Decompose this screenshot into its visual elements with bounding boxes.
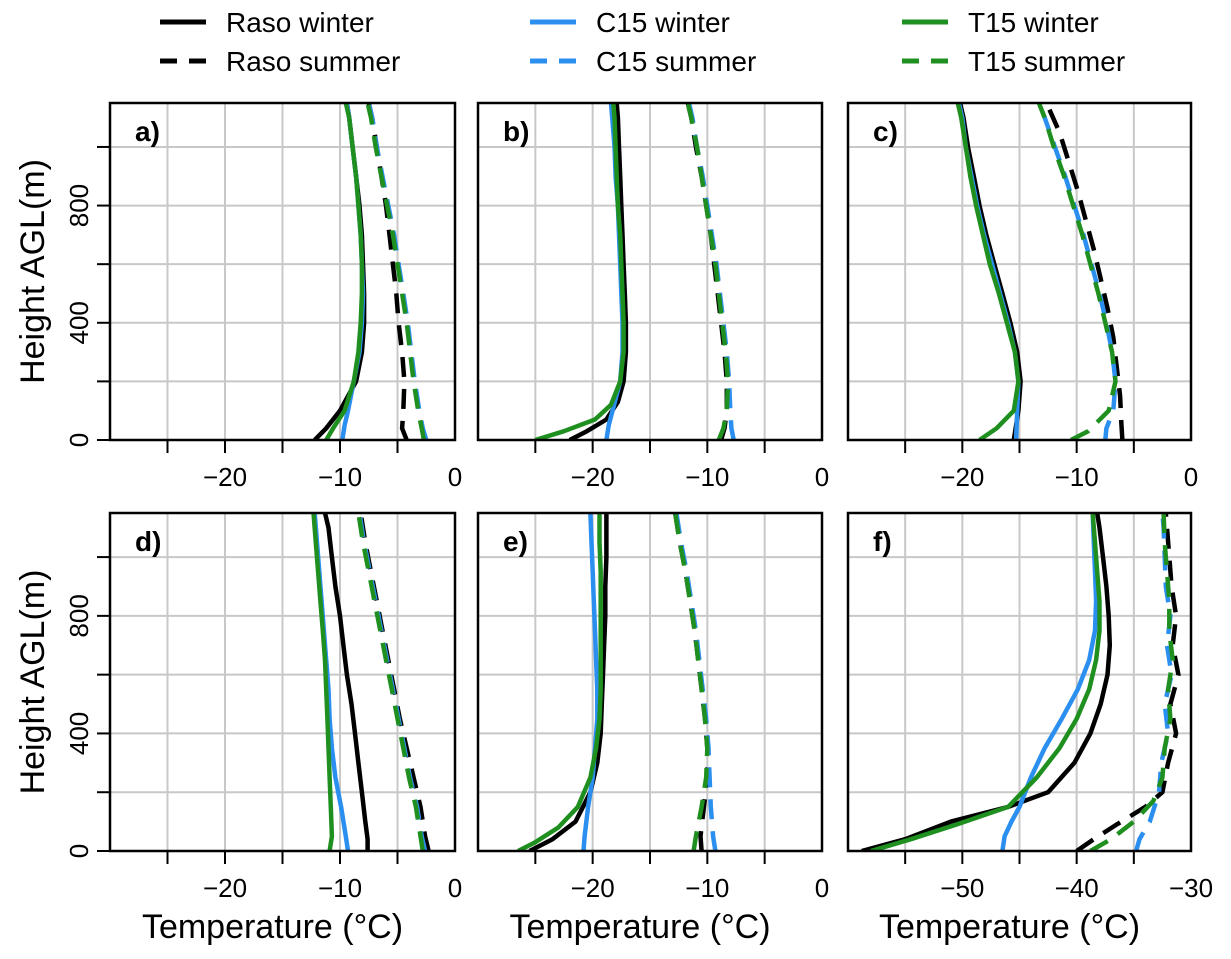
legend: Raso winter Raso summer C15 winter C15 summ… bbox=[160, 7, 1125, 77]
grid bbox=[478, 103, 822, 440]
series-t15-winter bbox=[517, 513, 603, 851]
x-axis: −20 −10 0 bbox=[534, 851, 829, 903]
legend-entry-raso-solid: Raso winter bbox=[160, 7, 374, 38]
series-lines bbox=[534, 103, 736, 440]
y-axis-title: Height AGL(m) bbox=[14, 159, 52, 384]
series-c15-winter bbox=[581, 513, 600, 851]
panel-label: d) bbox=[135, 526, 161, 557]
panel-e: −20 −10 0 e) bbox=[476, 511, 829, 903]
y-axis-titles: Height AGL(m) Height AGL(m) bbox=[14, 159, 52, 794]
y-axis: 0 400 800 bbox=[64, 556, 110, 858]
x-tick-label: 0 bbox=[815, 462, 829, 492]
legend-entry-c15-solid: C15 winter bbox=[530, 7, 730, 38]
series-t15-winter bbox=[324, 103, 365, 440]
x-tick-label: 0 bbox=[815, 873, 829, 903]
x-tick-label: −30 bbox=[1169, 873, 1213, 903]
legend-entry-t15-dashed: T15 summer bbox=[902, 46, 1125, 77]
x-axis-title: Temperature (°C) bbox=[879, 908, 1140, 946]
y-tick-label: 0 bbox=[64, 433, 94, 447]
x-axis: −50 −40 −30 bbox=[904, 851, 1213, 903]
series-raso-winter bbox=[322, 513, 370, 851]
series-raso-summer bbox=[1044, 103, 1125, 440]
series-lines bbox=[313, 103, 429, 440]
series-t15-summer bbox=[356, 513, 426, 851]
panel-c: −20 −10 0 c) bbox=[846, 101, 1198, 492]
x-tick-label: −20 bbox=[571, 462, 615, 492]
legend-label: C15 summer bbox=[596, 46, 756, 77]
legend-label: C15 winter bbox=[596, 7, 730, 38]
legend-entry-c15-dashed: C15 summer bbox=[530, 46, 756, 77]
x-tick-label: 0 bbox=[448, 462, 462, 492]
legend-label: T15 winter bbox=[968, 7, 1099, 38]
x-axis-title: Temperature (°C) bbox=[142, 908, 403, 946]
series-t15-summer bbox=[672, 513, 710, 851]
y-tick-label: 800 bbox=[64, 594, 94, 637]
x-tick-label: −40 bbox=[1055, 873, 1099, 903]
y-tick-label: 800 bbox=[64, 184, 94, 227]
grid bbox=[110, 513, 455, 851]
y-axis: 0 400 800 bbox=[64, 145, 110, 447]
panel-label: c) bbox=[873, 116, 898, 147]
series-t15-winter bbox=[955, 103, 1021, 440]
x-axis-titles: Temperature (°C) Temperature (°C) Temperat… bbox=[142, 908, 1140, 946]
series-raso-summer bbox=[358, 513, 431, 851]
series-t15-winter bbox=[534, 103, 626, 440]
series-lines bbox=[955, 103, 1125, 440]
x-tick-label: −10 bbox=[318, 462, 362, 492]
legend-label: Raso winter bbox=[226, 7, 374, 38]
legend-label: T15 summer bbox=[968, 46, 1125, 77]
x-tick-label: −20 bbox=[571, 873, 615, 903]
x-tick-label: −10 bbox=[685, 462, 729, 492]
legend-entry-raso-dashed: Raso summer bbox=[160, 46, 400, 77]
x-tick-label: −20 bbox=[940, 462, 984, 492]
x-tick-label: −10 bbox=[318, 873, 362, 903]
grid bbox=[478, 513, 822, 851]
x-axis: −20 −10 0 bbox=[166, 440, 462, 492]
x-tick-label: −10 bbox=[1055, 462, 1099, 492]
x-tick-label: −20 bbox=[203, 873, 247, 903]
x-tick-label: −10 bbox=[685, 873, 729, 903]
y-tick-label: 0 bbox=[64, 844, 94, 858]
x-axis: −20 −10 0 bbox=[904, 440, 1198, 492]
series-t15-summer bbox=[365, 103, 427, 440]
panel-a: −20 −10 0 0 400 800 a) bbox=[64, 101, 462, 492]
y-tick-label: 400 bbox=[64, 301, 94, 344]
panel-label: b) bbox=[503, 116, 529, 147]
y-tick-label: 400 bbox=[64, 712, 94, 755]
y-axis-title: Height AGL(m) bbox=[14, 570, 52, 795]
series-c15-winter bbox=[1000, 513, 1099, 851]
series-t15-summer bbox=[685, 103, 731, 440]
x-tick-label: 0 bbox=[448, 873, 462, 903]
legend-label: Raso summer bbox=[226, 46, 400, 77]
series-t15-winter bbox=[870, 513, 1102, 851]
x-tick-label: 0 bbox=[1184, 462, 1198, 492]
x-tick-label: −20 bbox=[203, 462, 247, 492]
grid bbox=[848, 513, 1191, 851]
panel-grid: −20 −10 0 0 400 800 a) −20 −10 0 b) −20 −10 0 c) −20 −10… bbox=[64, 101, 1213, 903]
x-axis: −20 −10 0 bbox=[166, 851, 462, 903]
panel-d: −20 −10 0 0 400 800 d) bbox=[64, 511, 462, 903]
x-tick-label: −50 bbox=[940, 873, 984, 903]
series-raso-summer bbox=[1075, 513, 1181, 851]
panel-b: −20 −10 0 b) bbox=[476, 101, 829, 492]
series-c15-summer bbox=[1036, 103, 1118, 440]
series-lines bbox=[517, 513, 718, 851]
panel-label: a) bbox=[135, 116, 160, 147]
panel-label: e) bbox=[503, 526, 528, 557]
series-raso-winter bbox=[861, 513, 1113, 851]
panel-label: f) bbox=[873, 526, 892, 557]
legend-entry-t15-solid: T15 winter bbox=[902, 7, 1099, 38]
x-axis-title: Temperature (°C) bbox=[509, 908, 770, 946]
panel-f: −50 −40 −30 f) bbox=[846, 511, 1213, 903]
series-t15-winter bbox=[311, 513, 335, 851]
series-lines bbox=[311, 513, 431, 851]
x-axis: −20 −10 0 bbox=[534, 440, 829, 492]
series-lines bbox=[861, 513, 1181, 851]
